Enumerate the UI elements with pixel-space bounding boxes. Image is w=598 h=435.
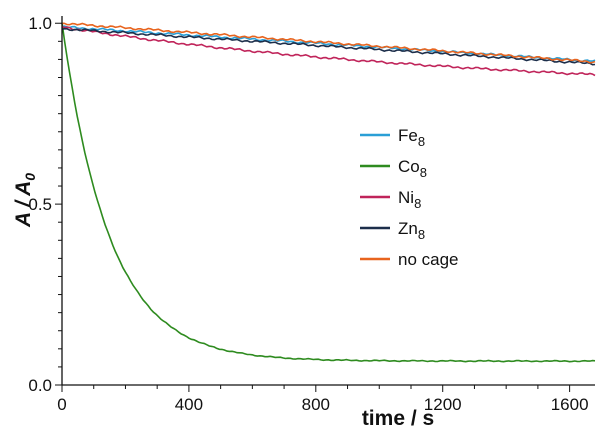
plot-lines — [61, 22, 596, 363]
ticks: 0 400 800 1200 1600 0.0 0.5 1.0 — [28, 14, 588, 414]
legend-label: Fe8 — [398, 126, 425, 149]
y-axis-title-sep: / — [12, 196, 35, 213]
y-tick-label: 1.0 — [28, 14, 52, 33]
legend-label-name: Ni — [398, 188, 414, 207]
legend-label-name: Fe — [398, 126, 418, 145]
legend-label-subscript: 8 — [418, 134, 425, 149]
series-line — [61, 22, 596, 64]
x-tick-label: 1200 — [424, 395, 462, 414]
legend-label: Zn8 — [398, 219, 425, 242]
axes — [61, 16, 595, 386]
legend-label: Ni8 — [398, 188, 421, 211]
y-tick-label: 0.5 — [28, 195, 52, 214]
x-tick-label: 1600 — [551, 395, 589, 414]
legend-label-name: Zn — [398, 219, 418, 238]
x-tick-label: 400 — [175, 395, 203, 414]
legend-label-subscript: 8 — [418, 227, 425, 242]
series-line — [61, 27, 596, 66]
legend-label-subscript: 8 — [420, 165, 427, 180]
legend-label: Co8 — [398, 157, 427, 180]
legend-label-name: Co — [398, 157, 420, 176]
x-tick-label: 0 — [57, 395, 66, 414]
legend-label-subscript: 8 — [414, 196, 421, 211]
x-axis-title: time / s — [362, 407, 434, 430]
y-axis-title-base: A — [12, 181, 35, 197]
series-line — [61, 25, 596, 63]
y-axis-title-sub: 0 — [22, 173, 38, 181]
legend-label: no cage — [398, 250, 459, 269]
y-axis-title-main: A — [12, 213, 35, 228]
series-line — [61, 22, 596, 363]
y-tick-label: 0.0 — [28, 376, 52, 395]
series-line — [61, 25, 596, 77]
legend-label-name: no cage — [398, 250, 459, 269]
x-tick-label: 800 — [302, 395, 330, 414]
y-axis-title: A / A0 — [12, 173, 38, 228]
